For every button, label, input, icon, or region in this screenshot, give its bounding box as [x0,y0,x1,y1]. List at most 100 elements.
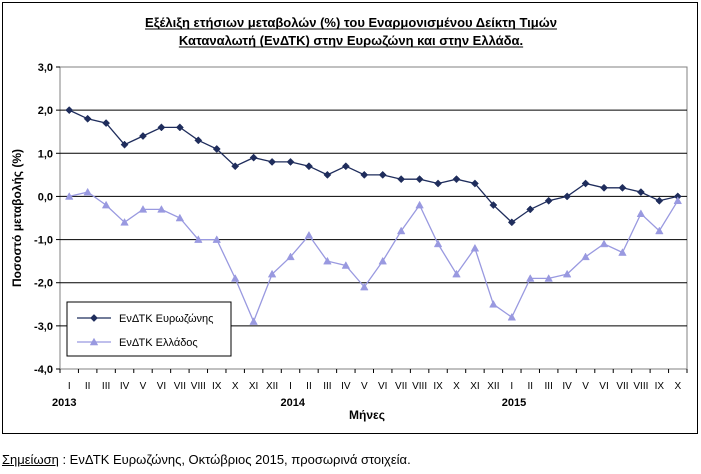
data-point-0 [600,183,608,192]
y-tick-label: -2,0 [34,278,53,290]
data-point-0 [102,119,111,128]
chart-frame: Εξέλιξη ετήσιων μεταβολών (%) του Εναρμο… [2,2,698,434]
data-point-0 [452,175,461,184]
data-point-1 [526,274,535,282]
data-point-0 [655,196,664,205]
legend-swatch-marker [90,314,98,322]
y-axis-title: Ποσοστό μεταβολής (%) [10,149,24,287]
legend-swatch-marker [89,337,99,346]
data-point-0 [120,140,129,149]
data-point-1 [655,226,664,235]
x-tick-label: XII [266,381,278,392]
year-label: 2015 [502,397,526,409]
data-point-1 [249,317,258,325]
data-point-1 [599,239,609,248]
data-point-0 [212,145,221,153]
x-tick-label: X [232,381,239,392]
x-tick-label: IX [655,381,665,392]
data-point-1 [286,252,295,261]
data-point-0 [360,170,369,179]
data-point-1 [396,226,406,235]
x-tick-label: V [140,381,147,392]
data-point-0 [636,188,645,197]
legend-box [66,301,232,357]
series-line-1 [69,191,679,324]
chart-title-line: Εξέλιξη ετήσιων μεταβολών (%) του Εναρμο… [145,15,557,30]
x-tick-label: IX [212,381,222,392]
y-tick-label: 2,0 [38,105,53,117]
data-point-0 [563,192,572,201]
x-tick-label: III [545,381,553,392]
data-point-1 [507,312,517,321]
x-tick-label: V [361,381,368,392]
x-tick-label: I [68,381,71,392]
data-point-1 [212,235,221,243]
data-point-1 [120,217,129,226]
series-line-0 [68,109,678,224]
x-tick-label: X [674,381,681,392]
data-point-0 [470,179,479,188]
x-tick-label: VIII [633,381,648,392]
x-tick-label: II [527,381,533,392]
x-tick-label: VI [378,381,387,392]
x-tick-label: X [453,381,460,392]
x-tick-label: VIII [191,381,206,392]
data-point-1 [470,243,480,252]
data-point-1 [64,192,74,200]
x-tick-label: IV [341,381,351,392]
data-point-1 [452,269,461,278]
footnote: Σημείωση : ΕνΔΤΚ Ευρωζώνης, Οκτώβριος 20… [2,452,411,467]
data-point-1 [83,187,92,196]
data-point-1 [194,235,203,243]
x-tick-label: VII [616,381,628,392]
x-tick-label: II [85,381,91,392]
x-axis-title: Μήνες [349,408,385,422]
y-tick-label: 1,0 [38,148,53,160]
x-tick-label: I [510,381,513,392]
data-point-1 [360,282,369,291]
data-point-1 [433,239,443,248]
data-point-0 [415,175,424,184]
data-point-0 [139,132,147,140]
data-point-0 [231,162,240,171]
legend-label: ΕνΔΤΚ Ελλάδος [119,337,198,349]
chart-svg: Εξέλιξη ετήσιων μεταβολών (%) του Εναρμο… [10,15,688,422]
x-tick-label: XI [249,381,258,392]
data-point-0 [544,196,553,205]
data-point-0 [268,157,277,166]
y-tick-label: -1,0 [34,235,53,247]
data-point-1 [618,248,627,256]
y-tick-label: 3,0 [38,62,53,74]
data-point-1 [636,209,646,217]
data-point-1 [562,269,572,278]
x-tick-label: III [102,381,110,392]
data-point-0 [378,170,387,179]
data-point-1 [230,274,240,282]
y-tick-label: 0,0 [38,191,53,203]
footnote-text: : ΕνΔΤΚ Ευρωζώνης, Οκτώβριος 2015, προσω… [58,452,411,467]
data-point-1 [489,299,498,308]
data-point-0 [323,170,332,179]
data-point-0 [65,106,74,115]
data-point-0 [397,175,406,184]
data-point-1 [304,230,314,239]
data-point-0 [489,201,498,210]
data-point-0 [341,162,350,171]
data-point-0 [618,183,627,192]
data-point-0 [83,114,92,123]
data-point-0 [526,205,535,214]
x-tick-label: IV [120,381,130,392]
x-tick-label: VII [174,381,186,392]
data-point-1 [581,252,590,261]
data-point-0 [305,162,313,171]
data-point-1 [415,200,424,209]
data-point-0 [434,179,442,188]
data-point-0 [157,123,166,132]
data-point-0 [175,123,184,132]
data-point-0 [507,218,516,227]
data-point-1 [378,256,387,265]
x-tick-label: VII [395,381,407,392]
x-tick-label: XII [487,381,499,392]
data-point-1 [138,205,148,213]
legend-label: ΕνΔΤΚ Ευρωζώνης [119,313,213,325]
